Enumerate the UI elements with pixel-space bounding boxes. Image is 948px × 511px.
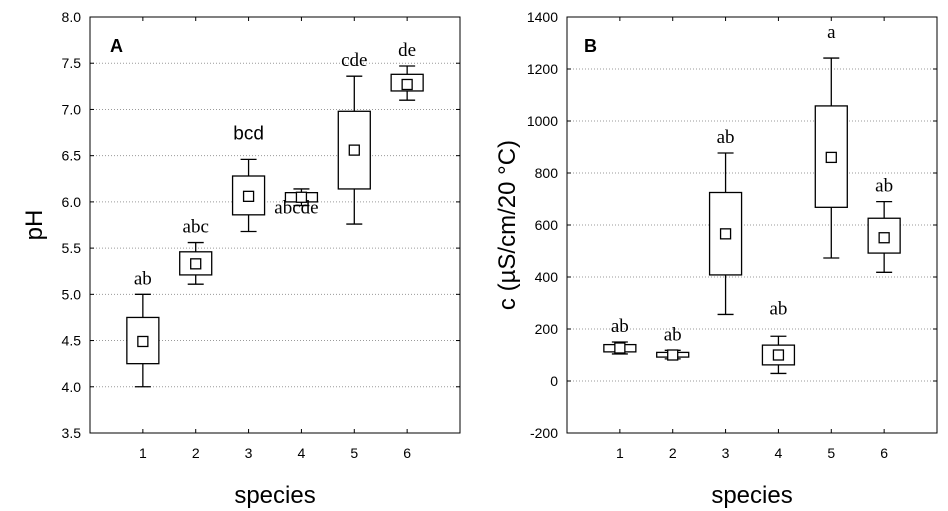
group-label: ab [134, 268, 152, 289]
box-species-3: bcd [231, 123, 266, 233]
box-species-6: ab [867, 176, 901, 273]
group-label: ab [664, 324, 682, 345]
y-tick-label: 6.0 [62, 194, 82, 210]
panel-a: 3.5 4.0 4.5 5.0 5.5 6.0 6.5 7.0 7.5 8.0 1 2 3 4 5 6 ab ab… [21, 9, 461, 509]
y-axis-title: pH [21, 210, 48, 241]
mean-marker [772, 349, 785, 361]
y-tick-label: 8.0 [62, 9, 82, 25]
plot-frame [89, 16, 461, 434]
y-tick-label: 1400 [527, 9, 558, 25]
x-axis-title: species [234, 482, 315, 509]
panel-label: A [110, 36, 123, 56]
group-label: bcd [233, 123, 264, 144]
x-tick-label: 2 [669, 445, 677, 461]
y-tick-label: 4.5 [62, 333, 82, 349]
mean-marker [878, 232, 890, 244]
mean-marker [614, 342, 626, 354]
x-tick-label: 5 [350, 445, 358, 461]
x-tick-label: 4 [775, 445, 783, 461]
box-species-1: ab [126, 268, 160, 388]
x-tick-label: 2 [192, 445, 200, 461]
group-label: cde [341, 50, 367, 71]
y-axis-title: c (µS/cm/20 °C) [494, 140, 521, 310]
y-tick-label: -200 [530, 425, 558, 441]
mean-marker [348, 144, 360, 156]
mean-marker [401, 78, 413, 91]
box-species-4: ab [761, 298, 796, 375]
x-tick-label: 6 [403, 445, 411, 461]
mean-marker [719, 228, 732, 240]
x-tick-label: 3 [722, 445, 730, 461]
box-species-2: abc [179, 217, 213, 285]
y-tick-label: 600 [535, 217, 559, 233]
x-tick-label: 5 [827, 445, 835, 461]
group-label: a [827, 22, 836, 43]
group-label: ab [611, 316, 629, 337]
x-tick-label: 1 [139, 445, 147, 461]
plot-frame [566, 16, 938, 434]
y-tick-label: 4.0 [62, 379, 82, 395]
group-label: ab [875, 176, 893, 197]
panel-b: -200 0 200 400 600 800 1000 1200 1400 1 2 3 4 5 6 ab ab a… [494, 9, 938, 509]
y-tick-label: 1200 [527, 61, 558, 77]
group-label: ab [769, 298, 787, 319]
group-label: abc [183, 217, 209, 238]
box-species-5: cde [337, 50, 371, 225]
box-species-6: de [390, 40, 424, 101]
group-label: de [398, 40, 416, 61]
box-species-3: ab [708, 127, 743, 316]
x-tick-label: 1 [616, 445, 624, 461]
panel-label: B [584, 36, 597, 56]
box-species-1: ab [603, 316, 637, 355]
y-tick-label: 5.5 [62, 240, 82, 256]
box [708, 191, 743, 276]
y-tick-label: 400 [535, 269, 559, 285]
y-tick-label: 3.5 [62, 425, 82, 441]
x-tick-label: 6 [880, 445, 888, 461]
y-tick-label: 200 [535, 321, 559, 337]
x-tick-label: 3 [245, 445, 253, 461]
y-tick-label: 7.5 [62, 55, 82, 71]
box-species-4: abcde [274, 188, 319, 219]
box-species-5: a [814, 22, 848, 259]
x-tick-label: 4 [298, 445, 306, 461]
mean-marker [825, 151, 837, 164]
y-tick-label: 1000 [527, 113, 558, 129]
y-tick-label: 7.0 [62, 101, 82, 117]
y-tick-label: 0 [550, 373, 558, 389]
y-tick-label: 5.0 [62, 286, 82, 302]
mean-marker [667, 349, 679, 361]
mean-marker [295, 191, 308, 203]
group-label: abcde [274, 198, 318, 219]
mean-marker [137, 335, 149, 348]
box-species-2: ab [656, 324, 690, 361]
y-tick-label: 6.5 [62, 148, 82, 164]
mean-marker [242, 190, 255, 202]
x-axis-title: species [711, 482, 792, 509]
mean-marker [190, 258, 202, 270]
group-label: ab [717, 127, 735, 148]
y-tick-label: 800 [535, 165, 559, 181]
